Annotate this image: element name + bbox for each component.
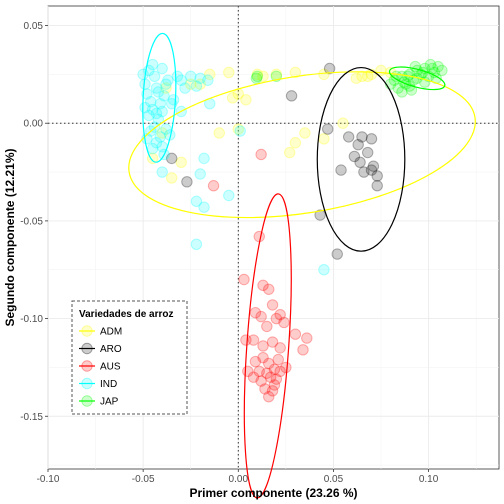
point-aus [264,284,274,294]
point-ind [153,87,163,97]
point-ind [151,108,161,118]
point-aus [250,308,260,318]
point-aus [258,341,268,351]
point-adm [290,138,300,148]
point-adm [284,147,294,157]
point-ind [199,202,209,212]
x-tick-label: -0.10 [37,474,60,485]
point-ind [235,126,245,136]
point-aus [256,149,266,159]
legend-item-adm: ADM [79,326,122,338]
legend-item-aus: AUS [79,361,121,373]
point-aus [248,335,258,345]
legend-key-point [82,396,92,406]
point-ind [147,143,157,153]
legend-label: ADM [100,327,122,338]
point-aro [332,249,342,259]
legend-key-point [82,378,92,388]
point-aro [336,165,346,175]
point-aro [343,132,353,142]
legend-label: IND [100,379,117,390]
point-ind [180,83,190,93]
point-aro [363,147,373,157]
x-tick-label: -0.05 [132,474,155,485]
point-aus [239,274,249,284]
point-ind [157,63,167,73]
point-adm [241,95,251,105]
x-axis-title: Primer componente (23.26 %) [189,486,357,500]
y-axis-title: Segundo componente (12.21%) [3,148,17,326]
point-aus [243,366,253,376]
point-ind [224,190,234,200]
y-tick-label: 0.05 [24,21,44,32]
point-ind [199,153,209,163]
point-adm [227,93,237,103]
point-ind [168,95,178,105]
point-aro [182,177,192,187]
point-aro [323,124,333,134]
point-aus [254,231,264,241]
y-tick-label: -0.10 [20,314,43,325]
legend: Variedades de arroz ADM ARO AUS IND JAP [72,301,187,414]
point-ind [161,79,171,89]
point-aus [262,321,272,331]
legend-key-point [82,326,92,336]
legend-title: Variedades de arroz [79,309,174,320]
point-aus [267,300,277,310]
point-aus [273,354,283,364]
point-jap [425,59,435,69]
point-aus [269,380,279,390]
point-adm [224,67,234,77]
y-tick-label: -0.15 [20,412,43,423]
y-tick-label: -0.05 [20,216,43,227]
point-aus [290,329,300,339]
point-jap [251,73,261,83]
point-adm [319,134,329,144]
point-adm [176,157,186,167]
point-aus [281,362,291,372]
point-adm [214,128,224,138]
x-tick-label: 0.00 [229,474,249,485]
point-ind [195,169,205,179]
x-tick-label: 0.10 [419,474,439,485]
legend-item-aro: ARO [79,343,122,355]
y-tick-label: 0.00 [24,119,44,130]
point-aus [275,343,285,353]
point-ind [140,102,150,112]
legend-key-point [82,343,92,353]
point-adm [363,71,373,81]
point-aro [353,140,363,150]
legend-label: ARO [100,344,122,355]
point-aro [366,134,376,144]
legend-label: AUS [100,362,121,373]
point-ind [191,239,201,249]
x-tick-label: 0.05 [324,474,344,485]
point-ind [203,75,213,85]
point-adm [166,173,176,183]
point-aro [286,91,296,101]
point-aus [264,392,274,402]
point-adm [300,128,310,138]
point-aro [372,181,382,191]
point-adm [338,118,348,128]
point-aus [302,333,312,343]
point-aro [355,157,365,167]
point-aro [366,165,376,175]
point-aus [250,356,260,366]
point-ind [319,265,329,275]
point-aus [271,313,281,323]
point-adm [351,73,361,83]
point-aus [208,181,218,191]
point-ind [149,71,159,81]
point-ind [186,71,196,81]
point-aus [298,345,308,355]
legend-label: JAP [100,397,119,408]
legend-key-point [82,361,92,371]
point-ind [157,167,167,177]
